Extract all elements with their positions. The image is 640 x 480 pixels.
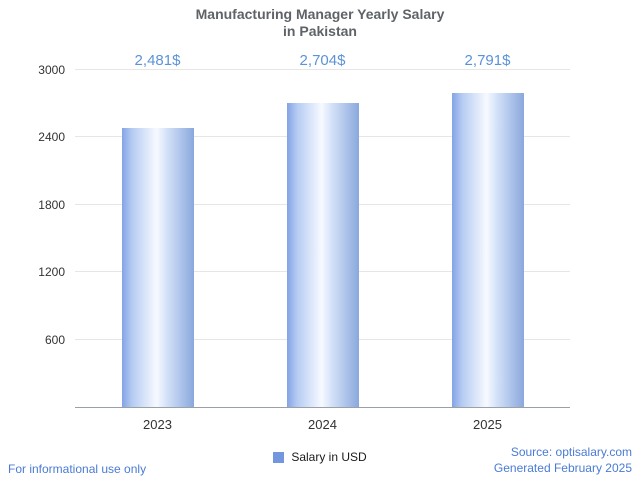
bar-value-label: 2,481$: [134, 52, 181, 69]
y-axis-tick-label: 3000: [38, 63, 65, 77]
bar-value-label: 2,791$: [464, 52, 511, 69]
bar-value-label: 2,704$: [299, 52, 346, 69]
x-axis-category-label: 2024: [308, 417, 337, 432]
bar-2025[interactable]: [451, 93, 524, 407]
disclaimer-text: For informational use only: [8, 462, 147, 476]
x-axis-category-label: 2023: [143, 417, 172, 432]
generated-date: Generated February 2025: [493, 461, 632, 475]
bar-slot: 2,704$ 2024: [240, 52, 405, 432]
plot-area: 600 1200 1800 2400 3000 2,481$ 2023 2,704$ 2024 2…: [38, 52, 570, 432]
legend-swatch-icon: [273, 451, 285, 463]
y-axis-tick-label: 1200: [38, 265, 65, 280]
chart-title: Manufacturing Manager Yearly Salary in P…: [0, 6, 640, 40]
y-axis-tick-label: 600: [44, 332, 65, 347]
x-axis-category-label: 2025: [473, 417, 502, 432]
legend-label: Salary in USD: [291, 450, 367, 464]
bar-slot: 2,791$ 2025: [405, 52, 570, 432]
chart-title-line2: in Pakistan: [283, 23, 357, 39]
bar-slot: 2,481$ 2023: [75, 52, 240, 432]
bar-2023[interactable]: [121, 128, 194, 407]
source-link[interactable]: Source: optisalary.com: [510, 445, 632, 459]
gridline: [75, 69, 570, 70]
bar-2024[interactable]: [286, 103, 359, 407]
y-axis-tick-label: 2400: [38, 130, 65, 145]
chart-title-line1: Manufacturing Manager Yearly Salary: [195, 6, 445, 22]
y-axis-tick-label: 1800: [38, 197, 65, 212]
legend: Salary in USD: [0, 450, 640, 464]
footer-source-block: Source: optisalary.com Generated Februar…: [494, 444, 632, 476]
